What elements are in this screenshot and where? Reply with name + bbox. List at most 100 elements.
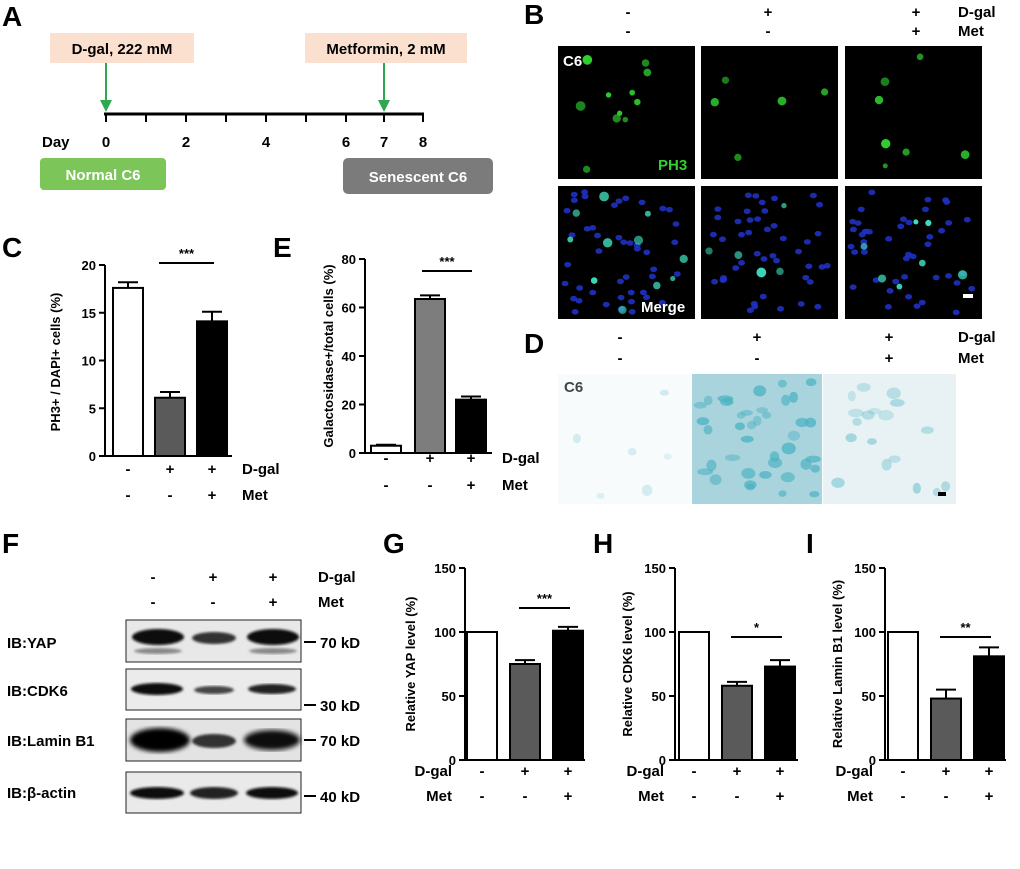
y-tick-label: 20 [342, 398, 356, 413]
panel-f-western-blot: - + + D-gal - - + Met IB:YAP 70 kD IB:CD… [7, 569, 360, 814]
nucleus [616, 278, 624, 285]
nucleus [892, 278, 900, 285]
row-label-met: Met [958, 350, 984, 367]
y-tick-label: 40 [342, 349, 356, 364]
dgal-treatment-label: D-gal, 222 mM [72, 41, 173, 58]
nucleus [583, 225, 591, 232]
band [244, 730, 300, 750]
ph3-positive-nucleus [710, 98, 719, 107]
category-sign: + [985, 763, 994, 780]
panel-label-g: G [383, 528, 405, 559]
stained-cell [781, 394, 791, 406]
nucleus [918, 299, 926, 306]
stained-cell [852, 417, 862, 426]
nucleus [581, 189, 589, 195]
category-sign: + [467, 450, 476, 467]
ph3-positive-nucleus [918, 259, 926, 267]
nucleus [615, 198, 623, 204]
marker-label: 30 kD [320, 698, 360, 715]
stained-cell [696, 417, 710, 426]
band [134, 648, 182, 654]
y-tick-label: 0 [869, 753, 876, 768]
ph3-image-control [558, 46, 695, 179]
ph3-positive-nucleus [590, 277, 598, 284]
sign: + [885, 350, 894, 367]
nucleus [581, 193, 589, 200]
ph3-positive-nucleus [734, 153, 742, 162]
senescent-c6-box [343, 158, 493, 194]
row-label-dgal: D-gal [627, 763, 665, 780]
nucleus [905, 293, 913, 300]
ph3-positive-nucleus [575, 101, 586, 111]
nucleus [650, 266, 658, 273]
nucleus [568, 232, 576, 238]
sign: - [211, 594, 216, 611]
nucleus [803, 239, 811, 245]
category-sign: + [521, 763, 530, 780]
category-sign: + [467, 477, 476, 494]
nucleus [823, 262, 831, 269]
row-label-dgal: D-gal [318, 569, 356, 586]
ph3-positive-nucleus [756, 267, 767, 278]
stained-cell [572, 433, 581, 444]
nucleus [753, 250, 761, 257]
marker-label: 40 kD [320, 789, 360, 806]
row-label-dgal: D-gal [958, 329, 996, 346]
stained-cell [724, 454, 741, 461]
panel-label-e: E [273, 232, 292, 263]
bar [764, 665, 796, 761]
nucleus [938, 227, 946, 234]
stained-cell [693, 401, 707, 409]
nucleus [771, 195, 779, 202]
nucleus [809, 192, 817, 199]
stained-cells [572, 378, 951, 499]
ph3-positive-nucleus [602, 238, 613, 248]
stain-image-dgal-met [823, 374, 956, 504]
stained-cell [596, 492, 605, 499]
nucleus [570, 197, 578, 204]
sign: - [151, 569, 156, 586]
panel-label-h: H [593, 528, 613, 559]
y-axis-label: Relative YAP level (%) [403, 597, 418, 732]
stained-cell [845, 433, 857, 443]
nucleus [610, 202, 618, 208]
y-tick-label: 20 [82, 258, 96, 273]
stained-cell [745, 483, 755, 491]
y-tick-label: 0 [89, 449, 96, 464]
y-tick-label: 0 [449, 753, 456, 768]
stained-cell [759, 471, 772, 479]
ph3-positive-nucleus [605, 92, 612, 98]
nucleus [814, 230, 822, 237]
stained-cell [848, 408, 864, 418]
ph3-positive-nucleus [622, 116, 629, 123]
ph3-positive-nucleus [820, 88, 829, 96]
stained-cell [752, 415, 762, 426]
nucleus [968, 285, 976, 292]
category-sign: - [384, 450, 389, 467]
category-sign: - [384, 477, 389, 494]
nucleus [897, 223, 905, 230]
scale-bar [938, 492, 946, 496]
nucleus [752, 193, 760, 199]
nucleus [718, 236, 726, 243]
nucleus [763, 226, 771, 233]
category-sign: + [985, 788, 994, 805]
nucleus [563, 207, 571, 214]
nucleus [905, 219, 913, 226]
nucleus [672, 221, 680, 227]
nucleus [886, 288, 894, 294]
ph3-positive-nucleus [641, 59, 650, 67]
nucleus [750, 300, 758, 307]
day-tick: 0 [102, 134, 110, 151]
nucleus [860, 249, 868, 255]
category-sign: - [692, 763, 697, 780]
nucleus [901, 274, 909, 280]
category-sign: - [126, 487, 131, 504]
nucleus [746, 307, 754, 314]
nucleus [714, 206, 722, 212]
ph3-positive-nucleus [634, 98, 641, 106]
band [190, 787, 238, 799]
category-sign: + [166, 461, 175, 478]
ph3-positive-nucleus [721, 76, 730, 84]
